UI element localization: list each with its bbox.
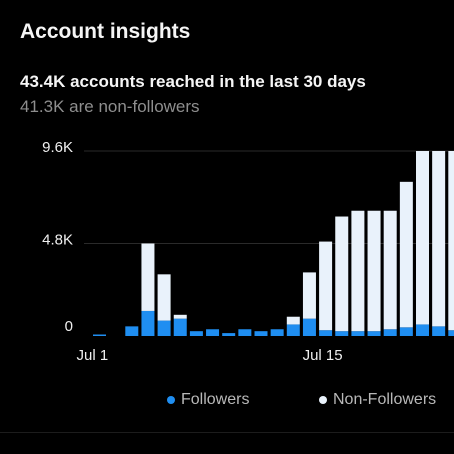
bar-followers[interactable] — [157, 320, 171, 336]
bar-followers[interactable] — [319, 330, 333, 336]
bar-non-followers[interactable] — [367, 210, 381, 332]
bar-non-followers[interactable] — [351, 210, 365, 332]
bar-followers[interactable] — [416, 324, 429, 336]
y-tick-label: 4.8K — [42, 232, 73, 249]
non-followers-subline: 41.3K are non-followers — [20, 97, 200, 116]
bar-followers[interactable] — [448, 330, 454, 336]
chart-legend: Followers Non-Followers — [0, 391, 454, 411]
bar-non-followers[interactable] — [173, 314, 187, 319]
page-title: Account insights — [20, 20, 191, 43]
bar-followers[interactable] — [206, 329, 220, 336]
bar-followers[interactable] — [238, 329, 252, 336]
bar-followers[interactable] — [335, 331, 349, 336]
bar-followers[interactable] — [351, 331, 365, 336]
legend-item-non-followers: Non-Followers — [319, 391, 436, 409]
bar-followers[interactable] — [399, 327, 413, 336]
section-divider — [0, 432, 454, 433]
bar-followers[interactable] — [367, 331, 381, 336]
accounts-reached-headline: 43.4K accounts reached in the last 30 da… — [20, 72, 366, 91]
bar-non-followers[interactable] — [383, 210, 397, 330]
non-followers-dot-icon — [319, 396, 327, 404]
legend-label-followers: Followers — [181, 391, 250, 408]
y-tick-label: 0 — [65, 318, 73, 335]
followers-dot-icon — [167, 396, 175, 404]
bar-followers[interactable] — [302, 318, 316, 336]
legend-item-followers: Followers — [167, 391, 249, 409]
bar-followers[interactable] — [189, 331, 203, 336]
bar-followers[interactable] — [93, 334, 106, 337]
bar-followers[interactable] — [270, 329, 284, 336]
x-tick-label: Jul 1 — [77, 347, 109, 364]
bar-non-followers[interactable] — [319, 241, 333, 331]
bar-followers[interactable] — [286, 324, 300, 336]
bar-followers[interactable] — [125, 326, 139, 336]
bar-non-followers[interactable] — [302, 272, 316, 319]
bar-followers[interactable] — [254, 331, 268, 336]
bar-non-followers[interactable] — [141, 243, 155, 311]
bar-non-followers[interactable] — [286, 316, 300, 325]
bar-non-followers[interactable] — [448, 151, 454, 331]
bar-followers[interactable] — [141, 310, 155, 336]
bar-non-followers[interactable] — [416, 151, 429, 325]
bar-non-followers[interactable] — [399, 181, 413, 328]
bar-followers[interactable] — [432, 326, 446, 336]
bar-followers[interactable] — [173, 318, 187, 336]
x-tick-label: Jul 15 — [303, 347, 343, 364]
bar-non-followers[interactable] — [157, 274, 171, 321]
bar-followers[interactable] — [383, 329, 397, 336]
y-tick-label: 9.6K — [42, 139, 73, 156]
bar-non-followers[interactable] — [432, 151, 446, 327]
bar-non-followers[interactable] — [335, 216, 349, 332]
legend-label-non-followers: Non-Followers — [333, 391, 437, 408]
bar-followers[interactable] — [222, 333, 236, 336]
